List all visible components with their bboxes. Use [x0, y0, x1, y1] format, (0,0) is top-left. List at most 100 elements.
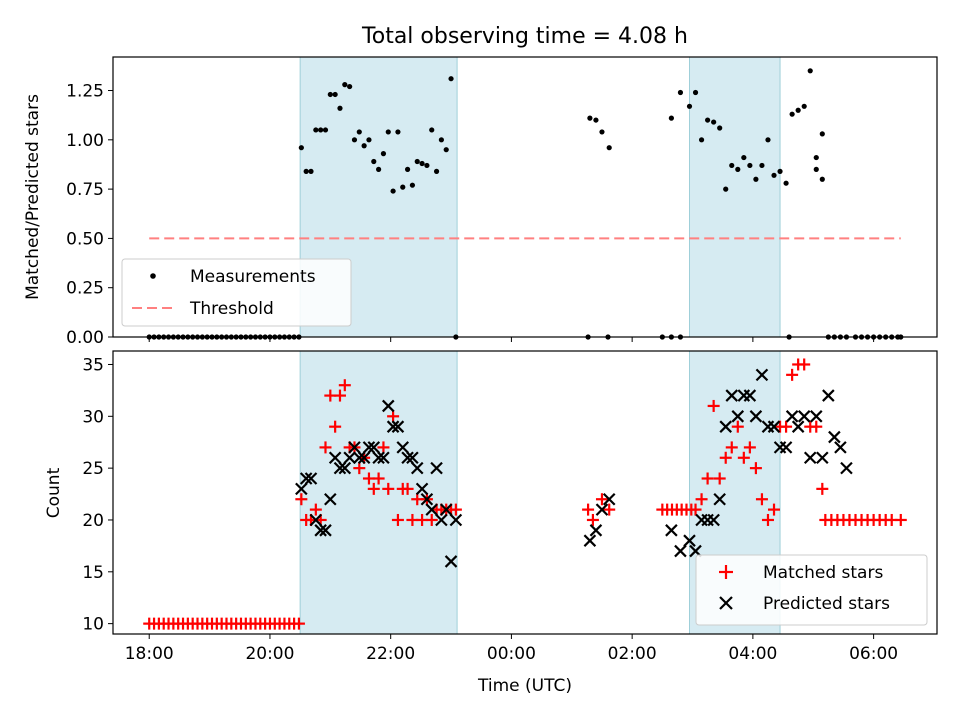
predicted-stars-point	[816, 451, 829, 465]
measurements-point	[332, 91, 338, 98]
matched-stars-point	[713, 472, 726, 485]
predicted-stars-point	[602, 492, 616, 506]
legend-matched-label: Matched stars	[763, 563, 883, 583]
bottom-y-tick-label: 35	[82, 355, 104, 375]
bottom-y-tick-label: 15	[82, 563, 104, 583]
measurements-point	[298, 145, 304, 151]
measurements-point	[361, 143, 367, 149]
measurements-point	[587, 115, 593, 121]
top-y-tick-label: 0.25	[66, 279, 104, 299]
bottom-panel: 10 15 20 25 30 35 18:00 20:00 22:00 00:00 02:00 04…	[44, 350, 938, 696]
predicted-stars-point	[743, 389, 757, 402]
predicted-stars-point	[319, 524, 332, 537]
bottom-y-tick-label: 30	[82, 407, 104, 427]
measurements-point	[308, 168, 314, 174]
measurements-point	[327, 91, 333, 98]
predicted-stars-point	[449, 513, 463, 527]
matched-stars-point	[743, 441, 756, 454]
measurements-point	[356, 129, 362, 135]
measurements-point	[698, 137, 705, 143]
measurements-point	[342, 82, 348, 88]
predicted-stars-point	[791, 420, 805, 433]
predicted-stars-point	[381, 399, 395, 413]
matched-stars-point	[333, 389, 346, 402]
matched-stars-point	[595, 493, 608, 506]
measurements-point	[777, 168, 783, 174]
measurements-point	[717, 125, 723, 131]
top-legend: Measurements Threshold	[121, 258, 352, 327]
predicted-stars-point	[444, 555, 458, 568]
predicted-stars-point	[834, 441, 847, 454]
top-y-tick-label: 0.00	[66, 328, 104, 348]
measurements-point	[753, 176, 759, 182]
x-tick-label: 00:00	[487, 644, 536, 664]
measurements-point	[747, 162, 753, 169]
matched-stars-point	[401, 482, 414, 495]
matched-stars-point	[780, 420, 793, 433]
matched-stars-point	[367, 482, 380, 495]
matched-stars-point	[586, 513, 599, 526]
matched-stars-point	[319, 441, 332, 454]
predicted-stars-point	[809, 410, 823, 423]
measurements-point	[322, 127, 329, 133]
measurements-point	[347, 83, 353, 90]
predicted-stars-point	[719, 420, 732, 433]
matched-stars-point	[329, 420, 342, 433]
predicted-stars-point	[674, 544, 687, 558]
measurements-point	[303, 168, 309, 174]
matched-stars-point	[391, 513, 404, 526]
predicted-stars-point	[435, 513, 448, 527]
measurements-point	[433, 168, 440, 174]
predicted-stars-point	[755, 368, 769, 382]
matched-stars-point	[689, 503, 702, 516]
legend-matched-marker	[719, 565, 733, 579]
bottom-observing-window-1	[299, 350, 458, 635]
top-panel: 0.00 0.25 0.50 0.75 1.00 1.25 Matched/Predict…	[23, 56, 938, 348]
predicted-stars-point	[299, 472, 313, 485]
matched-stars-point	[731, 420, 744, 433]
matched-stars-point	[603, 503, 616, 516]
measurements-point	[771, 172, 777, 178]
matched-stars-point	[798, 358, 811, 371]
measurements-point	[429, 127, 435, 133]
matched-stars-point	[816, 482, 829, 495]
bottom-y-tick-label: 10	[82, 615, 104, 635]
measurements-point	[443, 147, 449, 153]
measurements-point	[813, 166, 819, 172]
predicted-stars-point	[430, 461, 443, 475]
predicted-stars-point	[420, 492, 434, 506]
predicted-stars-point	[713, 492, 726, 506]
predicted-stars-point	[749, 410, 763, 423]
x-tick-label: 04:00	[728, 644, 777, 664]
measurements-point	[789, 111, 795, 117]
matched-stars-point	[786, 368, 799, 381]
matched-stars-point	[309, 503, 322, 516]
x-tick-label: 22:00	[366, 644, 415, 664]
predicted-stars-point	[333, 461, 347, 475]
predicted-stars-point	[314, 524, 327, 537]
chart-title: Total observing time = 4.08 h	[361, 24, 688, 49]
top-y-tick-label: 0.50	[66, 229, 104, 249]
measurements-point	[351, 137, 358, 143]
measurements-point	[404, 166, 411, 172]
matched-stars-point	[449, 503, 462, 516]
predicted-stars-point	[779, 441, 793, 454]
legend-measurements-marker	[150, 273, 156, 279]
top-y-tick-label: 1.00	[66, 131, 104, 151]
matched-stars-point	[372, 472, 385, 485]
predicted-stars-point	[353, 451, 366, 465]
predicted-stars-point	[439, 503, 453, 516]
measurements-point	[400, 184, 406, 190]
matched-stars-point	[695, 493, 708, 506]
matched-stars-point	[768, 503, 781, 516]
top-y-tick-label: 0.75	[66, 180, 104, 200]
predicted-stars-point	[589, 524, 603, 537]
legend-threshold-label: Threshold	[189, 299, 274, 319]
measurements-point	[677, 89, 684, 96]
matched-stars-point	[292, 617, 305, 630]
matched-stars-point	[377, 441, 390, 454]
measurements-point	[337, 105, 343, 111]
measurements-point	[318, 127, 324, 133]
measurements-point	[414, 158, 420, 165]
